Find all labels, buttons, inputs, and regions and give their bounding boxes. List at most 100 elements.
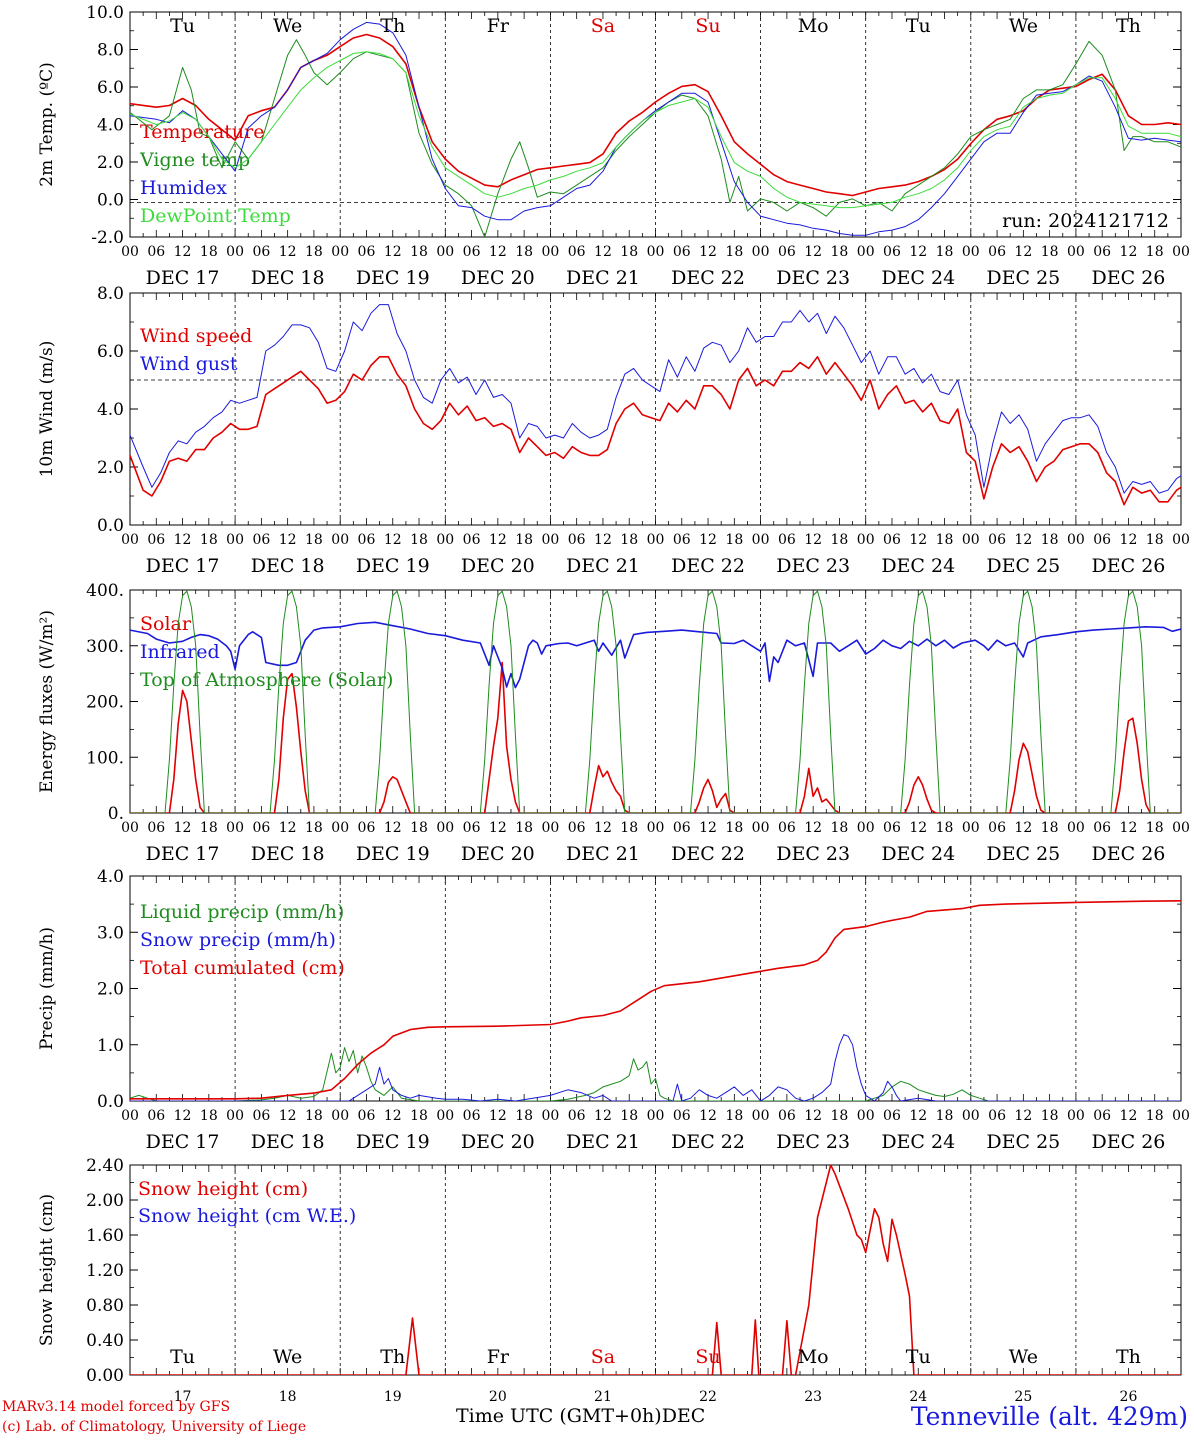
hour-tick-label: 06 — [358, 1108, 376, 1124]
date-label: DEC 20 — [461, 1131, 535, 1153]
hour-tick-label: 12 — [804, 820, 822, 836]
date-label: DEC 19 — [356, 1131, 430, 1153]
date-label: DEC 18 — [251, 1131, 325, 1153]
hour-tick-label: 06 — [883, 820, 901, 836]
weekday-label: We — [1009, 1346, 1038, 1368]
hour-tick-label: 12 — [489, 532, 507, 548]
y-tick-label: 2.40 — [86, 1156, 124, 1176]
weekday-label: Th — [380, 1346, 405, 1368]
hour-tick-label: 18 — [725, 532, 743, 548]
hour-tick-label: 18 — [936, 532, 954, 548]
y-tick-label: 6.0 — [97, 342, 124, 362]
y-tick-label: 2.0 — [97, 153, 124, 173]
weekday-label: Su — [695, 15, 720, 37]
station-title: Tenneville (alt. 429m) — [910, 1402, 1188, 1431]
hour-tick-label: 06 — [463, 820, 481, 836]
hour-tick-label: 12 — [804, 532, 822, 548]
hour-tick-label: 06 — [252, 244, 270, 260]
legend-entry: Liquid precip (mm/h) — [140, 901, 344, 923]
weekday-label: Th — [1116, 1346, 1141, 1368]
weekday-label: We — [1009, 15, 1038, 37]
hour-tick-label: 00 — [541, 820, 559, 836]
hour-tick-label: 00 — [541, 532, 559, 548]
plot-frame — [129, 11, 1182, 238]
hour-tick-label: 12 — [384, 532, 402, 548]
hour-tick-label: 00 — [1172, 244, 1190, 260]
weekday-label: Tu — [906, 15, 931, 37]
y-tick-label: 100. — [86, 748, 124, 768]
weekday-label: Fr — [487, 15, 510, 37]
date-label: DEC 23 — [776, 267, 850, 289]
hour-tick-label: 06 — [883, 532, 901, 548]
hour-tick-label: 00 — [121, 532, 139, 548]
y-tick-label: 2.0 — [97, 980, 124, 1000]
hour-tick-label: 18 — [200, 1108, 218, 1124]
day-number-label: 21 — [594, 1389, 612, 1405]
legend-entry: Top of Atmosphere (Solar) — [140, 669, 393, 691]
y-tick-label: 0.80 — [86, 1296, 124, 1316]
weekday-label: Su — [695, 1346, 720, 1368]
y-tick-label: 200. — [86, 693, 124, 713]
time-axis-label: Time UTC (GMT+0h) — [456, 1405, 662, 1427]
series-line — [130, 21, 1181, 236]
hour-tick-label: 00 — [1067, 1108, 1085, 1124]
date-label: DEC 21 — [566, 555, 640, 577]
legend-entry: Temperature — [140, 121, 264, 143]
hour-tick-label: 12 — [804, 244, 822, 260]
date-label: DEC 18 — [251, 555, 325, 577]
y-tick-label: 8.0 — [97, 41, 124, 61]
day-number-label: 25 — [1014, 1389, 1032, 1405]
hour-tick-label: 06 — [778, 244, 796, 260]
hour-tick-label: 00 — [1067, 532, 1085, 548]
hour-tick-label: 12 — [1120, 1108, 1138, 1124]
hour-tick-label: 00 — [857, 244, 875, 260]
series-line — [130, 304, 1181, 494]
hour-tick-label: 06 — [147, 532, 165, 548]
hour-tick-label: 18 — [1041, 532, 1059, 548]
hour-tick-label: 18 — [831, 244, 849, 260]
hour-tick-label: 18 — [410, 532, 428, 548]
hour-tick-label: 06 — [358, 244, 376, 260]
weekday-label: Th — [380, 15, 405, 37]
series-line — [130, 51, 1181, 209]
legend-entry: Wind speed — [140, 325, 252, 347]
hour-tick-label: 12 — [174, 820, 192, 836]
hour-tick-label: 18 — [1041, 1108, 1059, 1124]
series-line — [130, 661, 1181, 813]
date-label: DEC 23 — [776, 555, 850, 577]
hour-tick-label: 12 — [1014, 1108, 1032, 1124]
hour-tick-label: 18 — [1146, 244, 1164, 260]
hour-tick-label: 06 — [252, 820, 270, 836]
hour-tick-label: 00 — [436, 1108, 454, 1124]
hour-tick-label: 18 — [936, 244, 954, 260]
y-tick-label: 6.0 — [97, 78, 124, 98]
hour-tick-label: 06 — [1093, 1108, 1111, 1124]
y-tick-label: 0.0 — [97, 1092, 124, 1112]
date-label: DEC 26 — [1092, 1131, 1166, 1153]
time-axis-title: Time UTC (GMT+0h)DEC — [456, 1405, 705, 1427]
hour-tick-label: 06 — [358, 532, 376, 548]
hour-tick-label: 18 — [305, 1108, 323, 1124]
hour-tick-label: 06 — [147, 820, 165, 836]
day-number-label: 18 — [279, 1389, 297, 1405]
day-number-label: 24 — [909, 1389, 927, 1405]
date-label: DEC 24 — [881, 555, 955, 577]
hour-tick-label: 00 — [121, 1108, 139, 1124]
hour-tick-label: 18 — [410, 244, 428, 260]
hour-tick-label: 00 — [1172, 820, 1190, 836]
date-label: DEC 24 — [881, 1131, 955, 1153]
hour-tick-label: 00 — [226, 532, 244, 548]
day-number-label: 19 — [384, 1389, 402, 1405]
date-label: DEC 17 — [146, 267, 220, 289]
date-label: DEC 20 — [461, 267, 535, 289]
hour-tick-label: 00 — [121, 820, 139, 836]
hour-tick-label: 06 — [883, 244, 901, 260]
hour-tick-label: 18 — [515, 244, 533, 260]
hour-tick-label: 18 — [831, 820, 849, 836]
series-line — [130, 1165, 1181, 1375]
y-tick-label: 3.0 — [97, 923, 124, 943]
legend-entry: Wind gust — [140, 353, 238, 375]
hour-tick-label: 18 — [936, 1108, 954, 1124]
hour-tick-label: 00 — [647, 1108, 665, 1124]
hour-tick-label: 18 — [305, 820, 323, 836]
